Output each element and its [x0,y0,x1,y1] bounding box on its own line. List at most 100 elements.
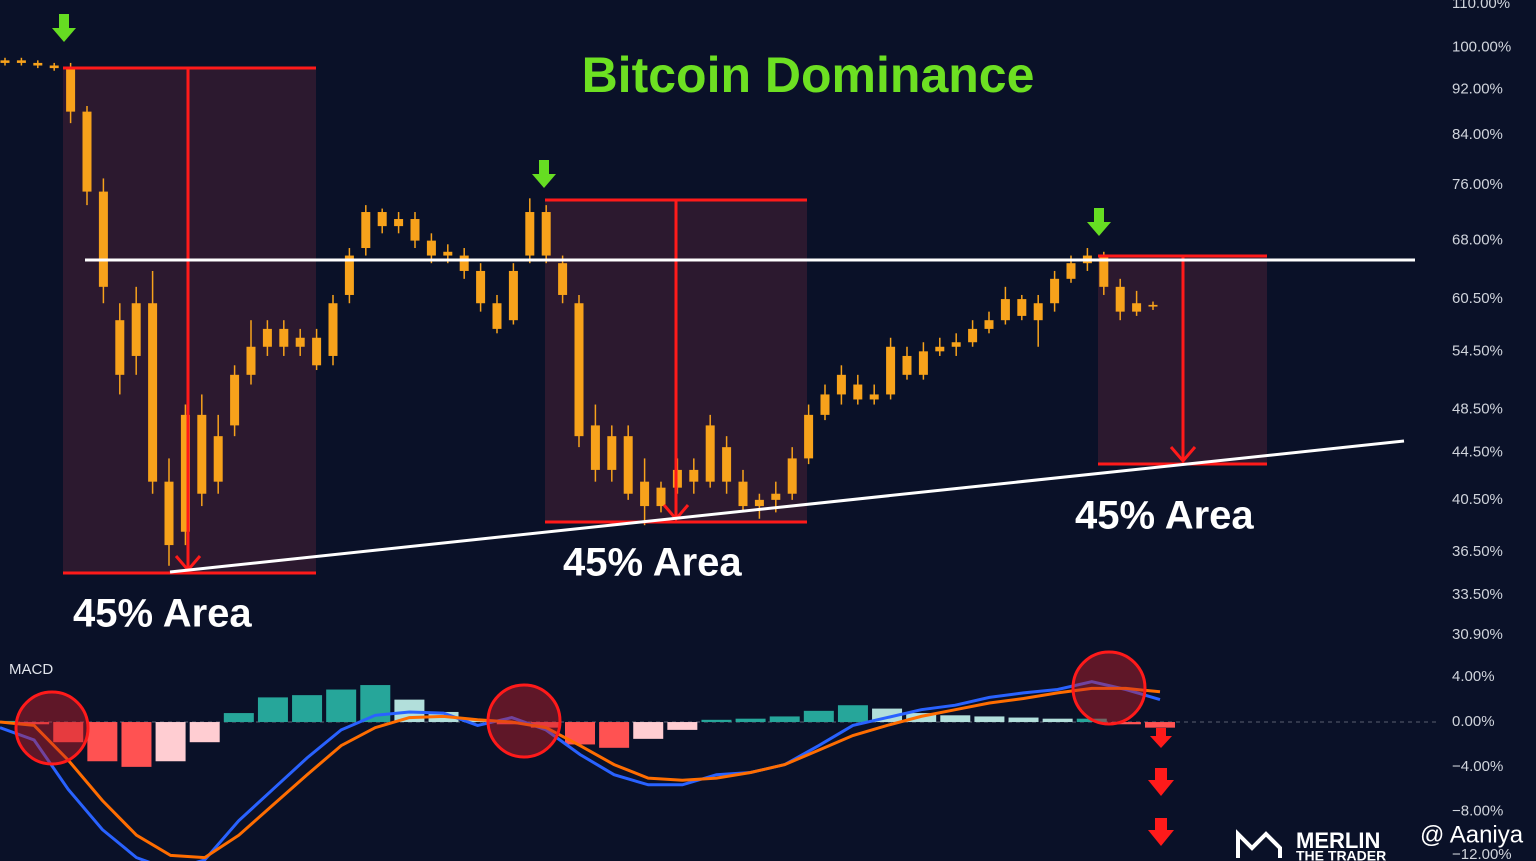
support-line [169,439,1405,574]
handle: @ Aaniya [1420,821,1524,848]
candle-body [918,351,928,375]
candle-body [623,436,633,494]
annotation: 45% Area [563,541,742,585]
histogram-bar [1145,722,1175,728]
candle-body [787,458,797,494]
histogram-bar [803,710,834,723]
y-tick-label: 92.00% [1452,80,1503,97]
candle-body [1148,304,1158,307]
candle-body [180,414,190,532]
candle-body [1033,303,1043,321]
candle-body [508,270,518,321]
histogram-bar [257,697,288,723]
candle-body [820,394,830,415]
histogram-bar [189,722,220,743]
box-lines [545,198,807,524]
candle-body [754,499,764,507]
candle-body [640,481,650,507]
candle-body [984,320,994,329]
candle-body [689,469,699,482]
y-tick-label: 33.50% [1452,586,1503,603]
y-tick-label: 48.50% [1452,401,1503,418]
histogram-bar [121,722,152,767]
candle-body [66,68,76,112]
y-tick-label: 54.50% [1452,342,1503,359]
box-lines [63,66,316,575]
macd-line [0,686,1161,860]
y-tick-label: 68.00% [1452,232,1503,249]
candle-body [344,255,354,295]
arrow-down [52,14,76,42]
y-tick-label: −12.00% [1452,846,1512,861]
y-tick-label: −8.00% [1452,803,1503,820]
candle-body [525,212,535,256]
candle-body [869,394,879,400]
y-tick-label: 44.50% [1452,444,1503,461]
histogram-bar [326,689,357,723]
green-arrows [52,14,1111,236]
histogram-bar [1042,718,1073,723]
candle-body [836,374,846,395]
candle-body [164,481,174,546]
annotation: 45% Area [73,592,252,636]
candle-body [558,263,568,295]
candle-body [574,303,584,437]
y-tick-label: 100.00% [1452,39,1511,56]
pane-title: MACD [9,661,53,678]
candle-body [1017,299,1027,316]
candle-body [1115,286,1125,312]
candle-body [361,212,371,249]
cross-circle [486,683,562,759]
candle-body [82,111,92,192]
candle-body [1132,303,1142,312]
arrow-down [532,160,556,188]
y-tick-label: 76.00% [1452,176,1503,193]
candle-body [886,346,896,395]
candle-body [230,374,240,426]
candle-body [541,212,551,256]
histogram-bar [735,718,766,723]
histogram-bar [53,722,84,743]
y-tick-label: −4.00% [1452,758,1503,775]
histogram-bar [599,722,630,748]
candles [0,57,1158,566]
y-tick-label: 60.50% [1452,290,1503,307]
logo-sub: THE TRADER [1296,848,1386,861]
histogram-bar [565,722,595,745]
y-tick-label: 40.50% [1452,491,1503,508]
candle-body [935,346,945,352]
candle-body [98,191,108,287]
histogram-bar [530,722,561,728]
candle-body [148,303,158,482]
y-tick-label: 30.90% [1452,626,1503,643]
candle-body [656,487,666,507]
candle-body [131,303,141,356]
candle-body [197,414,207,494]
chart-title: Bitcoin Dominance [582,47,1035,103]
annotation: 45% Area [1075,494,1254,538]
candle-body [607,436,617,470]
candle-body [33,62,43,66]
candle-body [804,414,814,459]
histogram-bar [974,716,1005,723]
histogram-bar [1008,717,1039,723]
histogram-bar [87,722,118,762]
histogram-bar [769,716,800,723]
red-arrows [1148,728,1174,846]
candle-body [262,328,272,347]
candle-body [426,240,436,256]
macd-line [0,680,1161,861]
histogram-bar [701,719,732,723]
candle-body [902,355,912,375]
histogram-bar [667,722,698,730]
candle-body [722,447,732,482]
candle-body [476,270,486,304]
candle-body [492,303,502,329]
overlays [14,66,1415,766]
candle-body [738,481,748,507]
histogram-bar [837,705,868,723]
logo-text: MERLIN [1296,828,1380,853]
